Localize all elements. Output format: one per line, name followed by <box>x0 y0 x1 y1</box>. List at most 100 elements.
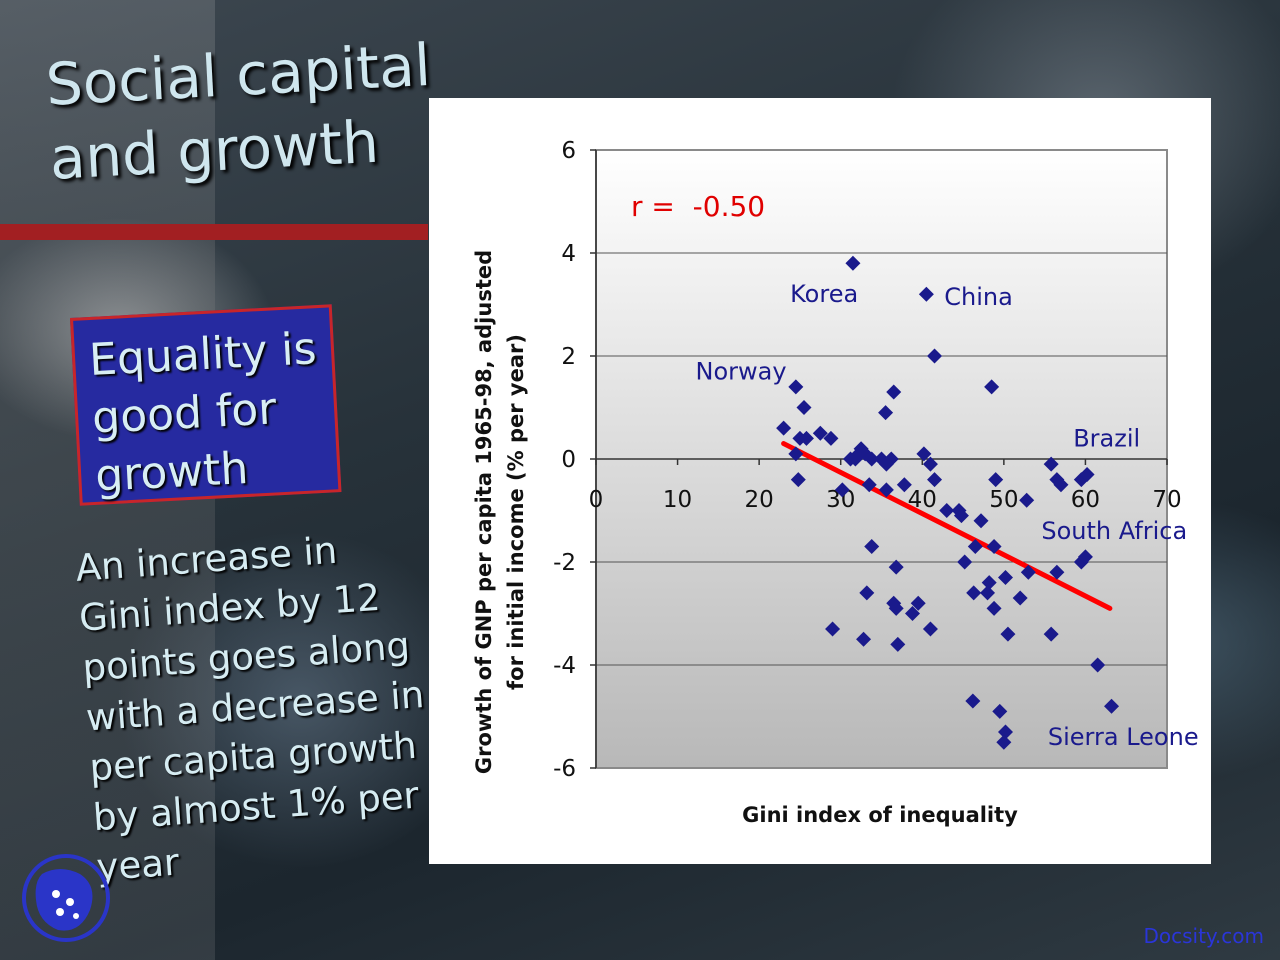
data-point <box>812 425 828 441</box>
data-point <box>1104 698 1120 714</box>
y-tick-label: 6 <box>561 138 576 164</box>
data-point <box>973 513 989 529</box>
title-accent-bar <box>0 224 428 240</box>
data-point <box>918 286 934 302</box>
y-tick-label: 2 <box>561 344 576 370</box>
data-point <box>790 472 806 488</box>
data-point <box>997 724 1013 740</box>
chart-panel: 0 10 20 30 40 50 60 70 -6 -4 -2 0 2 4 6 Korea China Norw… <box>429 98 1211 864</box>
data-point <box>988 472 1004 488</box>
data-point <box>796 400 812 415</box>
data-point <box>886 384 902 400</box>
data-point <box>888 559 904 575</box>
data-point <box>856 631 872 647</box>
x-axis-title: Gini index of inequality <box>742 803 1018 827</box>
data-point <box>1077 549 1093 565</box>
data-point <box>1000 626 1016 642</box>
data-point <box>965 693 981 709</box>
data-point <box>843 451 859 467</box>
callout-box: Equality is good for growth <box>70 304 342 506</box>
y-tick-label: -6 <box>553 756 576 782</box>
x-tick-label: 50 <box>989 487 1018 513</box>
point-label: China <box>944 283 1013 311</box>
y-axis-title: Growth of GNP per capita 1965-98, adjust… <box>472 250 528 774</box>
data-point <box>888 600 904 616</box>
data-point <box>1043 626 1059 642</box>
data-point <box>939 503 955 518</box>
data-point <box>904 606 920 621</box>
data-point <box>997 569 1013 585</box>
point-label: Korea <box>790 280 858 308</box>
data-point <box>864 451 880 467</box>
x-tick-label: 60 <box>1071 487 1100 513</box>
data-point <box>966 585 982 601</box>
y-axis-title-line: Growth of GNP per capita 1965-98, adjust… <box>472 250 496 774</box>
x-tick-label: 0 <box>589 487 604 513</box>
data-point <box>927 348 943 364</box>
data-point <box>1020 564 1036 580</box>
data-points <box>776 255 1120 750</box>
y-tick-label: -2 <box>553 550 576 576</box>
data-point <box>864 539 880 555</box>
point-label: Sierra Leone <box>1048 723 1199 751</box>
data-point <box>922 621 938 637</box>
y-tick-label: -4 <box>553 653 576 679</box>
data-point <box>823 430 839 446</box>
data-point <box>922 456 938 472</box>
data-point <box>861 477 877 493</box>
data-point <box>798 430 814 446</box>
callout-line: growth <box>93 442 250 502</box>
x-tick-label: 10 <box>663 487 692 513</box>
data-point <box>984 379 1000 395</box>
x-tick-label: 70 <box>1152 487 1181 513</box>
data-point <box>878 456 894 472</box>
slide-title: Social capital and growth <box>44 28 436 196</box>
x-tick-label: 20 <box>745 487 774 513</box>
data-point <box>967 539 983 555</box>
data-point <box>910 595 926 611</box>
data-point <box>1079 466 1095 482</box>
y-tick-label: 0 <box>561 447 576 473</box>
data-point <box>1012 590 1028 606</box>
data-point <box>916 446 932 462</box>
watermark-text: Docsity.com <box>1143 924 1264 948</box>
data-point <box>788 379 804 395</box>
correlation-annotation: r = -0.50 <box>631 190 765 223</box>
data-point <box>986 539 1002 555</box>
data-point <box>981 575 997 591</box>
data-point <box>1043 456 1059 472</box>
data-point <box>1053 477 1069 493</box>
data-point <box>1049 472 1065 488</box>
data-point <box>878 482 894 498</box>
data-point <box>878 405 894 421</box>
university-logo-icon <box>22 854 110 942</box>
trend-line-group <box>781 441 1113 611</box>
point-label: Brazil <box>1073 424 1140 452</box>
data-point <box>996 734 1012 750</box>
y-tick-label: 4 <box>561 241 576 267</box>
data-point <box>1019 492 1035 508</box>
point-labels: Korea China Norway Brazil South Africa Sierra… <box>696 280 1199 751</box>
data-point <box>896 477 912 493</box>
data-point <box>825 621 841 637</box>
point-label: South Africa <box>1041 517 1187 545</box>
data-point <box>834 482 850 498</box>
data-point <box>986 600 1002 616</box>
point-label: Norway <box>696 357 787 385</box>
data-point <box>1090 657 1106 673</box>
data-point <box>957 554 973 570</box>
data-point <box>859 585 875 601</box>
data-point <box>788 446 804 462</box>
data-point <box>890 636 906 652</box>
data-point <box>992 703 1008 719</box>
data-point <box>980 585 996 601</box>
body-text: An increase in Gini index by 12 points g… <box>74 520 448 894</box>
data-point <box>1049 564 1065 580</box>
data-point <box>953 508 969 524</box>
callout-line: Equality is <box>87 323 318 387</box>
data-point <box>927 472 943 488</box>
trend-line <box>781 441 1113 611</box>
y-axis-title-line: for initial income (% per year) <box>504 334 528 690</box>
data-point <box>776 420 792 436</box>
